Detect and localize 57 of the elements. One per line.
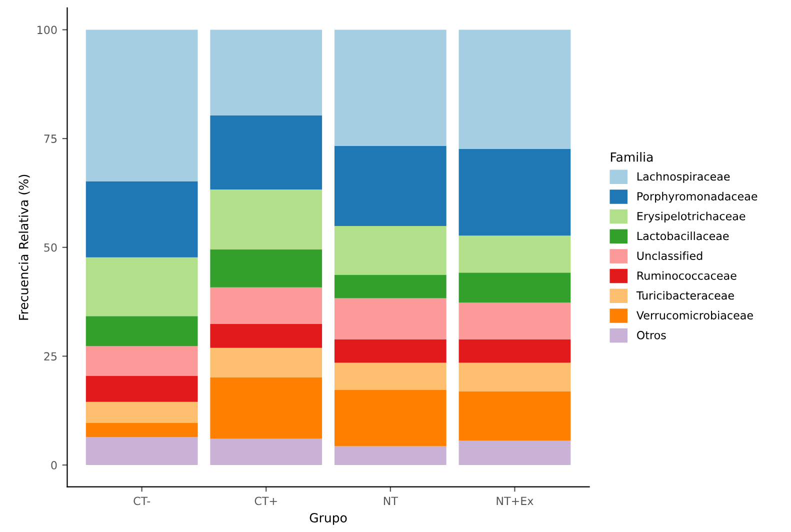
legend-label: Unclassified: [637, 251, 702, 260]
bar: [86, 402, 198, 423]
legend-label: Lactobacillaceae: [637, 232, 729, 240]
bar: [210, 348, 322, 378]
bar: [334, 339, 446, 363]
bar: [86, 257, 198, 316]
legend-label: Otros: [637, 330, 666, 340]
x-tick-label: CT+: [254, 496, 277, 506]
bar: [458, 362, 571, 392]
bar: [210, 324, 322, 348]
bar: [86, 181, 198, 258]
bar: [210, 189, 322, 250]
bar: [210, 30, 322, 116]
bar: [86, 316, 198, 346]
y-axis-title: Frecuencia Relativa (%): [18, 174, 30, 320]
bar: [86, 376, 198, 402]
bar: [458, 391, 571, 441]
bar: [334, 446, 446, 466]
bar: [86, 422, 198, 438]
bar: [86, 346, 198, 376]
bar: [458, 272, 571, 303]
bar: [210, 287, 322, 324]
x-tick-label: NT: [384, 496, 398, 505]
legend-label: Lachnospiraceae: [637, 172, 730, 183]
bar: [334, 30, 446, 146]
bar: [210, 250, 322, 288]
legend-label: Erysipelotrichaceae: [637, 212, 746, 222]
y-tick-label: 75: [44, 134, 57, 143]
bar: [334, 226, 446, 275]
bar: [458, 339, 571, 363]
bar: [334, 274, 446, 298]
bar: [210, 438, 322, 466]
x-tick-label: CT-: [134, 496, 150, 506]
legend-label: Porphyromonadaceae: [637, 192, 758, 203]
bar: [458, 302, 571, 340]
y-tick-label: 100: [38, 26, 57, 34]
bar: [458, 149, 571, 236]
y-tick-label: 0: [51, 460, 57, 470]
y-tick-label: 50: [44, 243, 57, 252]
bar: [86, 437, 198, 466]
legend-title: Familia: [610, 152, 653, 162]
legend-label: Ruminococcaceae: [637, 271, 736, 280]
bar: [458, 440, 571, 466]
legend-label: Verrucomicrobiaceae: [636, 310, 753, 320]
legend-label: Turicibacteraceae: [636, 291, 734, 300]
bar: [458, 30, 571, 150]
bar: [458, 236, 571, 273]
bar: [334, 146, 446, 226]
y-tick-label: 25: [44, 352, 57, 361]
x-tick-label: NT+Ex: [496, 496, 534, 505]
bar: [334, 390, 446, 446]
bar: [210, 115, 322, 190]
bar: [334, 298, 446, 340]
bar: [86, 30, 198, 182]
x-axis-title: Grupo: [310, 513, 347, 525]
bar: [334, 362, 446, 390]
bar: [210, 378, 322, 438]
